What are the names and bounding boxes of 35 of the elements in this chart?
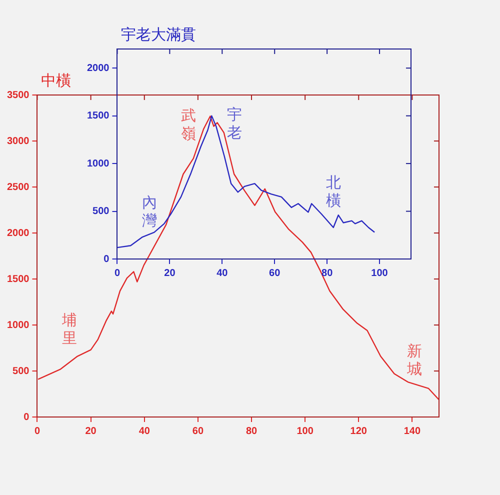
x-tick-label: 40 <box>138 426 150 437</box>
y-tick-label: 3500 <box>6 90 30 101</box>
y-tick-label: 2500 <box>6 182 30 193</box>
chart-title: 中橫 <box>41 71 72 90</box>
y-tick-label: 0 <box>24 412 30 423</box>
y-tick-label: 500 <box>12 366 30 377</box>
x-tick-label: 140 <box>404 426 421 437</box>
x-tick-label: 60 <box>192 426 204 437</box>
y-tick-label: 1500 <box>6 274 30 285</box>
x-tick-label: 60 <box>269 268 281 279</box>
annotation: 新城 <box>406 342 422 378</box>
y-tick-label: 1500 <box>86 110 110 122</box>
x-tick-label: 40 <box>216 268 228 279</box>
x-tick-label: 100 <box>296 426 314 437</box>
x-tick-label: 0 <box>34 426 40 437</box>
annotation: 北橫 <box>326 173 341 210</box>
y-tick-label: 0 <box>104 254 110 265</box>
y-tick-label: 2000 <box>6 228 30 239</box>
y-tick-label: 1000 <box>6 320 30 331</box>
x-tick-label: 80 <box>246 426 258 437</box>
annotation: 埔里 <box>60 310 77 347</box>
y-tick-label: 1000 <box>86 158 110 170</box>
x-tick-label: 20 <box>85 426 97 437</box>
y-tick-label: 3000 <box>6 136 30 147</box>
x-tick-label: 20 <box>164 268 176 279</box>
y-tick-label: 2000 <box>86 62 110 74</box>
annotation: 內灣 <box>142 194 158 230</box>
x-tick-label: 80 <box>322 268 334 279</box>
x-tick-label: 0 <box>114 268 120 279</box>
chart-title: 宇老大滿貫 <box>121 25 196 44</box>
x-tick-label: 120 <box>350 426 368 437</box>
annotation: 武嶺 <box>181 106 196 142</box>
y-tick-label: 500 <box>92 206 110 218</box>
annotation: 宇老 <box>227 105 242 142</box>
x-tick-label: 100 <box>371 268 388 279</box>
